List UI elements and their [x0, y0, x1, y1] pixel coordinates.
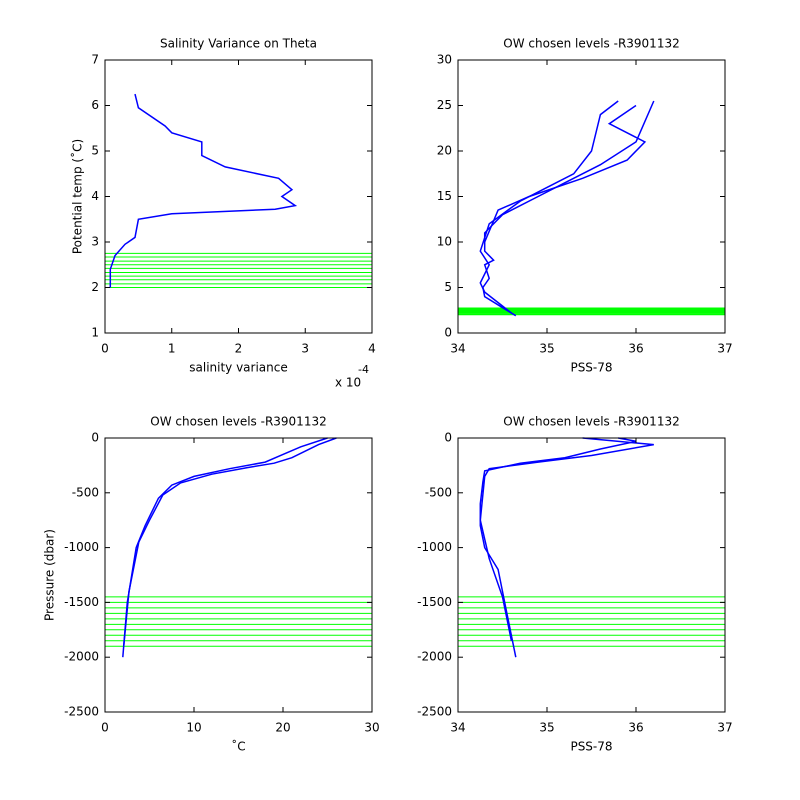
x-tick-label: 37: [717, 721, 732, 735]
y-tick-label: -1500: [417, 595, 452, 609]
x-tick-label: 36: [628, 342, 643, 356]
x-axis-label: PSS-78: [570, 740, 612, 754]
profile-line: [109, 93, 298, 288]
y-tick-label: 30: [437, 53, 452, 67]
x-tick-label: 35: [539, 721, 554, 735]
x-tick-label: 20: [275, 721, 290, 735]
profile-line: [122, 437, 337, 647]
x-axis-label: PSS-78: [570, 361, 612, 375]
x-exponent: -4: [358, 363, 369, 376]
x-tick-label: 0: [101, 342, 109, 356]
y-tick-label: 0: [91, 431, 99, 445]
chart-title: OW chosen levels -R3901132: [503, 415, 679, 429]
x-tick-label: 34: [450, 721, 465, 735]
axes-box: [457, 437, 726, 713]
y-tick-label: 3: [91, 235, 99, 249]
y-tick-label: 5: [444, 280, 452, 294]
y-tick-label: -2500: [64, 705, 99, 719]
y-tick-label: 7: [91, 53, 99, 67]
profile-line: [479, 437, 637, 658]
x-tick-label: 35: [539, 342, 554, 356]
x-tick-label: 4: [368, 342, 376, 356]
y-tick-label: -2000: [64, 650, 99, 664]
y-tick-label: -1000: [417, 540, 452, 554]
x-tick-label: 0: [101, 721, 109, 735]
y-tick-label: -2000: [417, 650, 452, 664]
y-tick-label: 25: [437, 98, 452, 112]
x-tick-label: 37: [717, 342, 732, 356]
x-axis-label: salinity variance: [189, 361, 288, 375]
x-axis-label: ˚C: [231, 739, 245, 754]
y-tick-label: 2: [91, 280, 99, 294]
x-tick-label: 30: [364, 721, 379, 735]
chart-title: Salinity Variance on Theta: [160, 37, 317, 51]
chart-title: OW chosen levels -R3901132: [150, 415, 326, 429]
profile-line: [482, 100, 655, 317]
profile-line: [479, 437, 654, 641]
y-tick-label: 5: [91, 144, 99, 158]
profile-line: [479, 100, 619, 314]
x-tick-label: 36: [628, 721, 643, 735]
x-multiplier: x 10: [335, 376, 361, 390]
chart-title: OW chosen levels -R3901132: [503, 37, 679, 51]
axes-box: [104, 437, 373, 713]
x-tick-label: 2: [235, 342, 243, 356]
y-tick-label: -1000: [64, 540, 99, 554]
y-axis-label: Pressure (dbar): [43, 529, 57, 621]
axes-box: [457, 59, 726, 334]
y-tick-label: 15: [437, 189, 452, 203]
y-tick-label: 20: [437, 144, 452, 158]
y-tick-label: -1500: [64, 595, 99, 609]
y-tick-label: 10: [437, 235, 452, 249]
y-tick-label: -500: [72, 485, 99, 499]
y-tick-label: 6: [91, 98, 99, 112]
y-tick-label: 0: [444, 326, 452, 340]
y-axis-label: Potential temp (˚C): [70, 139, 85, 254]
axes-box: [104, 59, 373, 334]
x-tick-label: 1: [168, 342, 176, 356]
profile-line: [122, 437, 328, 658]
y-tick-label: 4: [91, 189, 99, 203]
x-tick-label: 34: [450, 342, 465, 356]
y-tick-label: 1: [91, 326, 99, 340]
y-tick-label: 0: [444, 431, 452, 445]
x-tick-label: 10: [186, 721, 201, 735]
profile-line: [484, 104, 647, 243]
y-tick-label: -500: [425, 485, 452, 499]
y-tick-label: -2500: [417, 705, 452, 719]
x-tick-label: 3: [301, 342, 309, 356]
